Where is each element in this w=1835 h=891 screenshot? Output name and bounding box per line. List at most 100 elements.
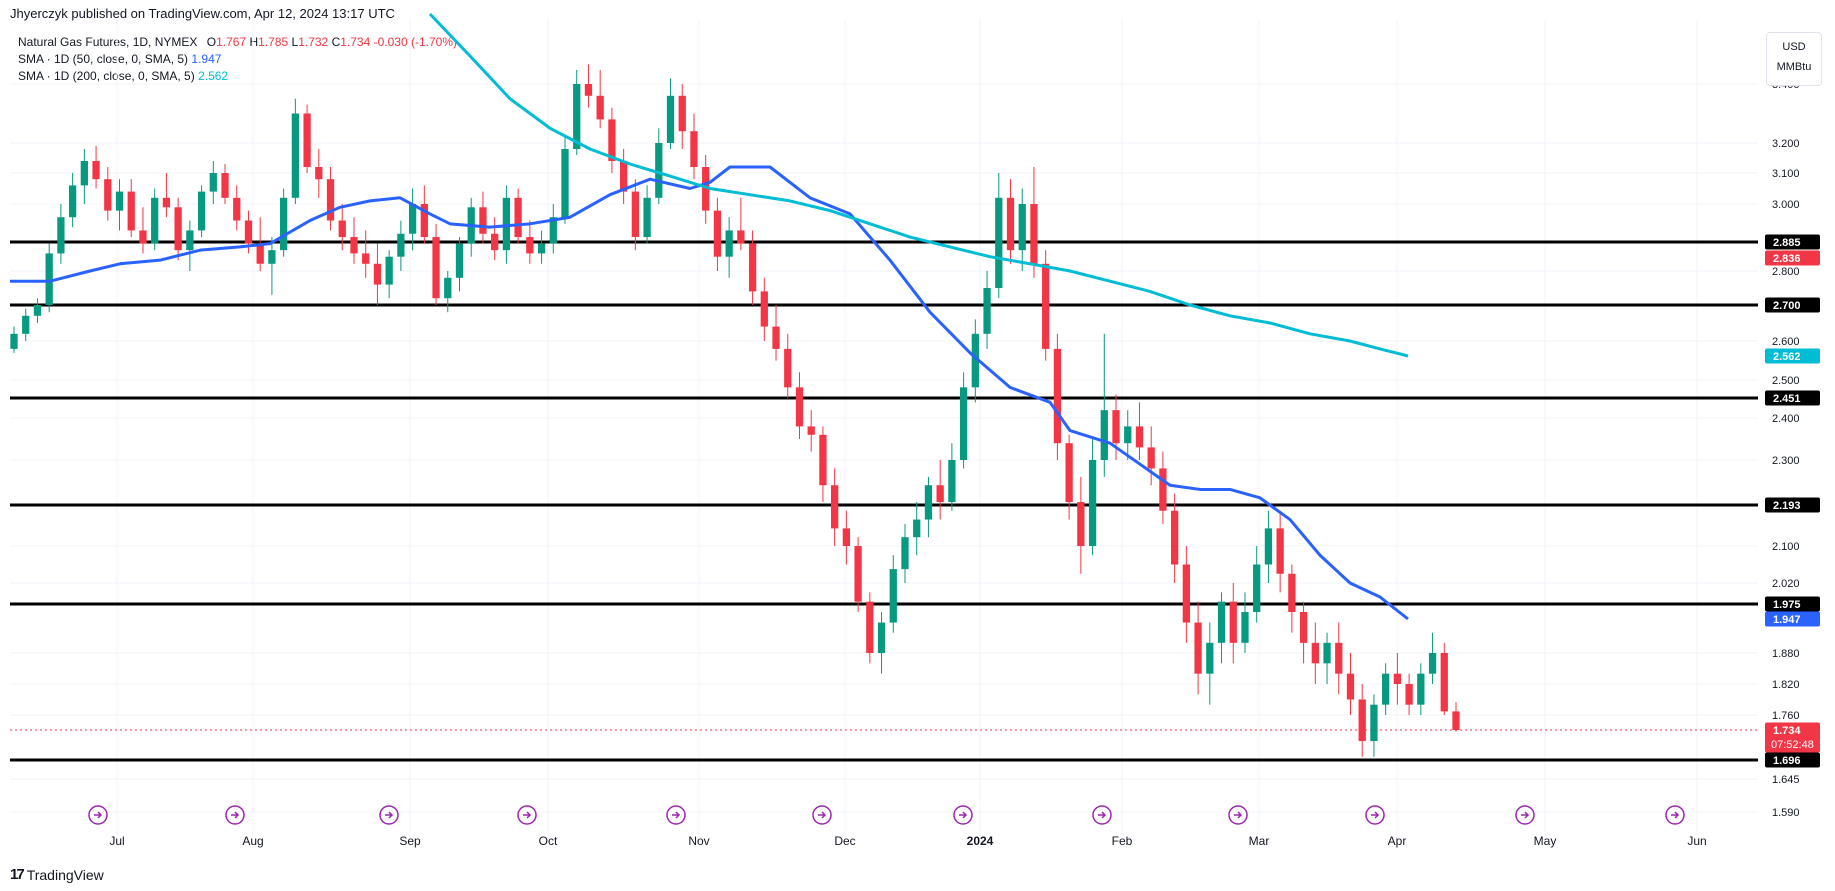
countdown-label: 07:52:48: [1771, 739, 1814, 751]
candle-body: [1112, 410, 1120, 444]
candle: [784, 333, 792, 399]
candle: [795, 372, 804, 439]
event-marker-icon: [225, 805, 245, 825]
candle-body: [80, 161, 88, 186]
candle-body: [959, 387, 968, 460]
candle: [1405, 673, 1413, 715]
candle-body: [1088, 460, 1097, 546]
candle: [561, 137, 569, 224]
candle: [901, 523, 909, 583]
candle-body: [1100, 410, 1108, 460]
candle-body: [643, 197, 651, 238]
ohlc-open: 1.767: [216, 35, 247, 49]
candle-body: [1194, 622, 1202, 674]
candle-body: [22, 315, 30, 334]
candle: [1006, 179, 1015, 264]
candle-body: [1042, 263, 1050, 349]
candle-body: [1124, 426, 1132, 444]
candle: [326, 167, 335, 231]
candle-body: [608, 119, 616, 161]
candle-body: [280, 197, 288, 251]
candle: [45, 243, 53, 313]
candle: [514, 188, 522, 244]
candle: [209, 161, 217, 204]
units-box[interactable]: USD MMBtu: [1766, 32, 1822, 86]
candle: [1206, 622, 1214, 705]
candle-body: [619, 161, 628, 192]
candle-body: [432, 237, 440, 299]
candle: [1440, 642, 1448, 715]
candle-body: [1135, 426, 1144, 448]
candle-body: [1346, 673, 1355, 700]
candle: [151, 188, 159, 251]
candle-body: [1229, 601, 1237, 643]
candle-body: [209, 173, 217, 192]
candle-body: [1452, 711, 1460, 730]
event-marker-icon: [1365, 805, 1385, 825]
candle-body: [901, 537, 909, 570]
x-tick-label: Jul: [109, 834, 124, 848]
candle-body: [995, 197, 1003, 288]
candle: [1358, 684, 1366, 757]
candle: [115, 179, 124, 231]
event-markers-layer: [88, 805, 1685, 825]
event-marker-icon: [1515, 805, 1535, 825]
y-tick-label: 1.760: [1772, 710, 1800, 722]
candle: [479, 191, 487, 244]
candle-body: [338, 220, 346, 238]
candle-body: [866, 601, 874, 653]
candle: [983, 271, 991, 349]
symbol-row[interactable]: Natural Gas Futures, 1D, NYMEX O1.767 H1…: [18, 34, 457, 51]
candle: [631, 179, 639, 251]
candle-body: [854, 546, 862, 602]
x-tick-label: May: [1534, 834, 1557, 848]
candle-body: [737, 230, 745, 244]
candle: [1299, 601, 1308, 664]
candle: [1276, 510, 1284, 593]
candle-body: [92, 161, 100, 180]
candle-body: [1382, 673, 1390, 705]
candle: [1288, 564, 1296, 633]
candle: [948, 443, 956, 511]
candle: [702, 155, 710, 224]
candle: [666, 78, 675, 149]
x-tick-label: Oct: [539, 834, 558, 848]
symbol-name: Natural Gas Futures, 1D, NYMEX: [18, 35, 198, 49]
tradingview-footer[interactable]: 17 TradingView: [10, 866, 104, 883]
ohlc-open-label: O: [206, 35, 217, 49]
candle: [866, 592, 874, 664]
candle-body: [831, 485, 839, 529]
candle-body: [1147, 447, 1155, 469]
candle-body: [1440, 653, 1448, 712]
candle-body: [573, 84, 581, 149]
candle-body: [115, 191, 124, 211]
candle: [197, 185, 206, 238]
candle-body: [725, 230, 733, 257]
candle-body: [268, 250, 276, 264]
candle: [139, 207, 147, 254]
candle-body: [1030, 204, 1038, 264]
price-badge-2.885: 2.885: [1765, 234, 1820, 250]
price-badge-label: 2.193: [1773, 500, 1801, 512]
candle-body: [1323, 642, 1331, 664]
candle: [1417, 663, 1425, 715]
candle: [1100, 333, 1108, 477]
time-axis: Jul Aug Sep Oct Nov Dec 2024 Feb Mar Apr May Jun: [109, 834, 1706, 848]
candle-body: [549, 217, 557, 244]
event-marker-icon: [88, 805, 108, 825]
candle-body: [1006, 197, 1015, 251]
candle-body: [936, 485, 944, 503]
sma200-row[interactable]: SMA · 1D (200, close, 0, SMA, 5) 2.562: [18, 68, 457, 85]
candle-body: [221, 173, 229, 198]
candle: [549, 204, 557, 254]
candle: [1323, 632, 1331, 684]
sma50-row[interactable]: SMA · 1D (50, close, 0, SMA, 5) 1.947: [18, 51, 457, 68]
candle-body: [1241, 612, 1249, 643]
y-tick-label: 2.300: [1772, 455, 1800, 467]
candle-body: [350, 237, 358, 254]
candle-body: [362, 253, 370, 264]
price-badge-1.947: 1.947: [1765, 611, 1820, 627]
candle: [1194, 601, 1202, 695]
